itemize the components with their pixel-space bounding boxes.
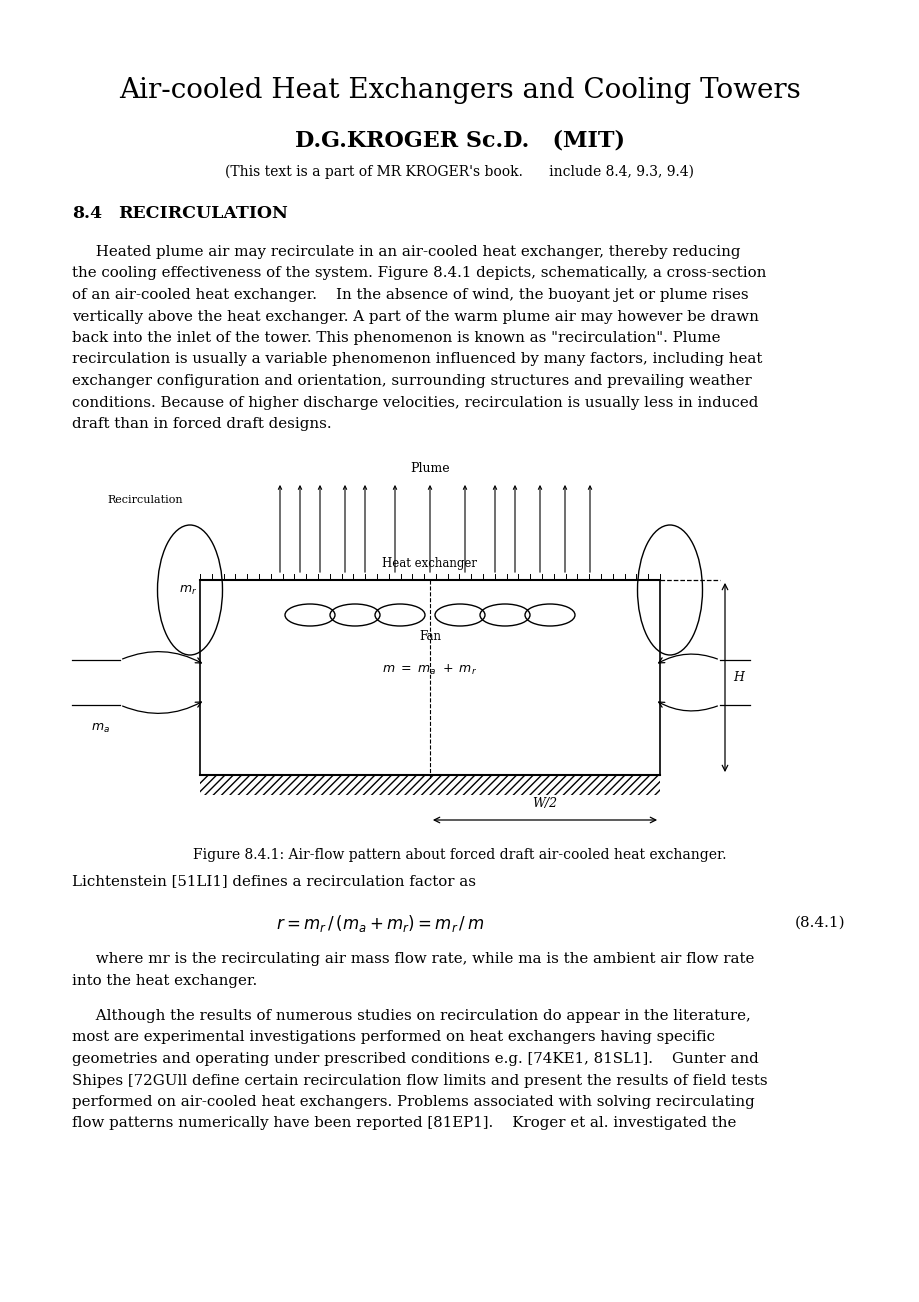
Text: geometries and operating under prescribed conditions e.g. [74KE1, 81SL1].    Gun: geometries and operating under prescribe… [72, 1052, 758, 1066]
Text: 8.4: 8.4 [72, 204, 102, 221]
Text: $m_r$: $m_r$ [178, 583, 197, 596]
Text: Figure 8.4.1: Air-flow pattern about forced draft air-cooled heat exchanger.: Figure 8.4.1: Air-flow pattern about for… [193, 848, 726, 862]
Text: into the heat exchanger.: into the heat exchanger. [72, 974, 257, 987]
Text: Recirculation: Recirculation [108, 495, 183, 505]
Text: Shipes [72GUll define certain recirculation flow limits and present the results : Shipes [72GUll define certain recirculat… [72, 1074, 766, 1087]
Text: conditions. Because of higher discharge velocities, recirculation is usually les: conditions. Because of higher discharge … [72, 396, 757, 410]
Text: W/2: W/2 [532, 797, 557, 810]
Text: (8.4.1): (8.4.1) [794, 917, 845, 930]
Text: flow patterns numerically have been reported [81EP1].    Kroger et al. investiga: flow patterns numerically have been repo… [72, 1117, 735, 1130]
Text: $m_a$: $m_a$ [90, 721, 109, 734]
Text: Heat exchanger: Heat exchanger [382, 556, 477, 569]
Text: Heated plume air may recirculate in an air-cooled heat exchanger, thereby reduci: Heated plume air may recirculate in an a… [72, 245, 740, 259]
Text: exchanger configuration and orientation, surrounding structures and prevailing w: exchanger configuration and orientation,… [72, 374, 751, 388]
Text: $m\ =\ m_a\ +\ m_r$: $m\ =\ m_a\ +\ m_r$ [382, 663, 477, 677]
Text: Plume: Plume [410, 461, 449, 474]
Text: of an air-cooled heat exchanger.    In the absence of wind, the buoyant jet or p: of an air-cooled heat exchanger. In the … [72, 288, 748, 302]
Text: D.G.KROGER Sc.D.   (MIT): D.G.KROGER Sc.D. (MIT) [295, 129, 624, 151]
Text: the cooling effectiveness of the system. Figure 8.4.1 depicts, schematically, a : the cooling effectiveness of the system.… [72, 267, 766, 280]
Text: Fan: Fan [418, 630, 440, 643]
Text: draft than in forced draft designs.: draft than in forced draft designs. [72, 417, 331, 431]
Text: $r = m_r\,/\,(m_a + m_r) = m_r\,/\,m$: $r = m_r\,/\,(m_a + m_r) = m_r\,/\,m$ [276, 913, 483, 934]
Bar [199, 775, 659, 796]
Text: Lichtenstein [51LI1] defines a recirculation factor as: Lichtenstein [51LI1] defines a recircula… [72, 874, 475, 888]
Text: performed on air-cooled heat exchangers. Problems associated with solving recirc: performed on air-cooled heat exchangers.… [72, 1095, 754, 1109]
Text: where mr is the recirculating air mass flow rate, while ma is the ambient air fl: where mr is the recirculating air mass f… [72, 952, 754, 966]
Text: H: H [732, 671, 743, 684]
Text: RECIRCULATION: RECIRCULATION [118, 204, 288, 221]
Text: (This text is a part of MR KROGER's book.      include 8.4, 9.3, 9.4): (This text is a part of MR KROGER's book… [225, 165, 694, 180]
Text: Air-cooled Heat Exchangers and Cooling Towers: Air-cooled Heat Exchangers and Cooling T… [119, 77, 800, 103]
Text: Although the results of numerous studies on recirculation do appear in the liter: Although the results of numerous studies… [72, 1009, 750, 1023]
Text: vertically above the heat exchanger. A part of the warm plume air may however be: vertically above the heat exchanger. A p… [72, 310, 758, 323]
Text: back into the inlet of the tower. This phenomenon is known as "recirculation". P: back into the inlet of the tower. This p… [72, 331, 720, 345]
Text: most are experimental investigations performed on heat exchangers having specifi: most are experimental investigations per… [72, 1030, 714, 1044]
Text: recirculation is usually a variable phenomenon influenced by many factors, inclu: recirculation is usually a variable phen… [72, 353, 762, 366]
